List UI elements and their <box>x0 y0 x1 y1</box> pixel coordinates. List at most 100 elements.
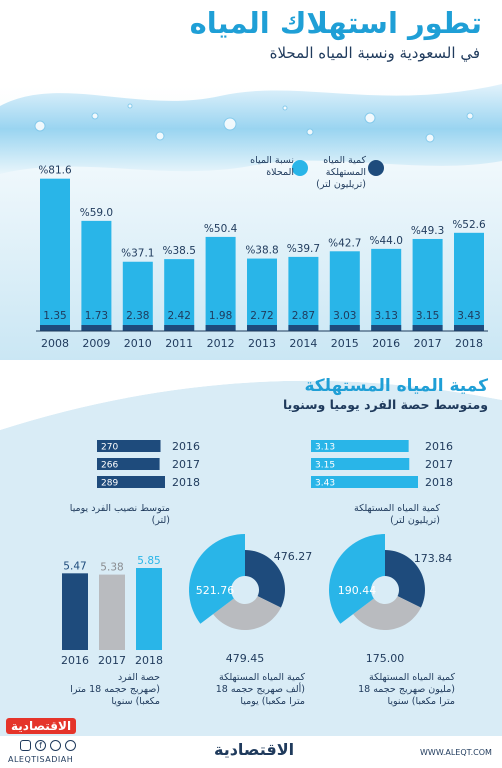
consumed-bar <box>288 325 319 331</box>
desal-label: %49.3 <box>411 225 444 237</box>
consumed-bar <box>122 325 153 331</box>
desal-bar <box>247 258 277 331</box>
consumed-label: 2.38 <box>126 310 149 322</box>
desal-label: %52.6 <box>452 219 486 231</box>
donut-yearly-slice <box>329 534 385 624</box>
youtube-icon[interactable] <box>65 740 76 751</box>
donut-yearly-slice <box>385 550 425 608</box>
bubble <box>425 133 435 143</box>
consumed-bar <box>371 325 402 331</box>
consumed-label: 1.98 <box>209 310 232 322</box>
website-link[interactable]: WWW.ALEQT.COM <box>420 748 492 757</box>
consumed-year-label: 2017 <box>425 458 453 471</box>
donut-yearly-value-label: 190.44 <box>338 584 377 597</box>
per-capita-bar <box>97 458 160 470</box>
legend-consumed-label: كمية المياه المستهلكة (تريليون لتر) <box>300 155 366 191</box>
share-value-label: 5.85 <box>137 555 160 567</box>
per-capita-value-label: 270 <box>101 443 118 453</box>
desal-bar <box>40 178 70 331</box>
section2-title: كمية المياه المستهلكة <box>304 376 488 396</box>
desal-label: %59.0 <box>80 207 113 219</box>
donut-yearly-chart: 173.84 175.00 190.44 <box>329 534 452 665</box>
per-capita-value-label: 289 <box>101 479 118 489</box>
consumed-bar <box>81 325 112 331</box>
share-caption-line3: مكعبا) سنويا <box>111 696 160 707</box>
year-tick-label: 2014 <box>289 337 317 350</box>
bubble <box>306 128 314 136</box>
desal-bar <box>412 238 443 331</box>
year-tick-label: 2015 <box>331 337 359 350</box>
desal-bar <box>81 220 112 331</box>
share-chart: 5.47 2016 5.38 2017 5.85 2018 <box>61 555 163 667</box>
bubble <box>127 103 133 109</box>
desal-label: %38.5 <box>163 245 196 257</box>
consumed-bar <box>311 476 418 488</box>
year-tick-label: 2009 <box>82 337 110 350</box>
donut-daily-slice <box>189 534 245 624</box>
consumed-caption: كمية المياه المستهلكة (تريليون لتر) <box>310 503 440 527</box>
twitter-icon[interactable] <box>50 740 61 751</box>
consumed-bar <box>311 440 409 452</box>
donut-right-caption-line2: (مليون صهريج حجمه 18 <box>358 684 455 695</box>
consumed-label: 2.72 <box>250 310 273 322</box>
page-title: تطور استهلاك المياه <box>189 6 482 40</box>
year-tick-label: 2018 <box>455 337 483 350</box>
consumed-label: 1.35 <box>43 310 66 322</box>
share-bar <box>99 574 125 650</box>
donut-mid-caption: كمية المياه المستهلكة (ألف صهريج حجمه 18… <box>180 672 305 708</box>
year-tick-label: 2010 <box>124 337 152 350</box>
consumed-bar <box>247 325 277 331</box>
donut-right-caption-line1: كمية المياه المستهلكة <box>368 672 455 683</box>
year-tick-label: 2013 <box>248 337 276 350</box>
instagram-icon[interactable] <box>20 740 31 751</box>
per-capita-year-label: 2017 <box>172 458 200 471</box>
donut-mid-caption-line1: كمية المياه المستهلكة <box>218 672 305 683</box>
per-capita-bar <box>97 476 165 488</box>
year-tick-label: 2011 <box>165 337 193 350</box>
per-capita-value-label: 266 <box>101 461 118 471</box>
donut-mid-caption-line2: (ألف صهريج حجمه 18 <box>215 684 305 695</box>
share-year-label: 2018 <box>135 654 163 667</box>
desal-label: %42.7 <box>328 237 361 249</box>
share-bar <box>62 573 88 650</box>
center-logo: الاقتصادية <box>214 740 295 759</box>
bubble <box>223 117 237 131</box>
consumed-bar <box>164 325 195 331</box>
donut-daily-chart: 476.27 479.45 521.76 <box>189 534 312 665</box>
consumed-year-label: 2016 <box>425 440 453 453</box>
consumed-value-label: 3.13 <box>315 443 335 453</box>
bubble <box>466 112 474 120</box>
per-capita-caption-line2: (لتر) <box>151 515 170 526</box>
consumed-caption-line2: (تريليون لتر) <box>390 515 440 526</box>
facebook-icon[interactable]: f <box>35 740 46 751</box>
donut-yearly-slice <box>353 596 421 630</box>
bubble <box>34 120 46 132</box>
per-capita-chart: 270 2016 266 2017 289 2018 <box>97 440 200 489</box>
consumed-bar <box>311 458 410 470</box>
legend-consumed-line2: (تريليون لتر) <box>316 179 366 190</box>
donut-daily-value-label: 521.76 <box>196 584 235 597</box>
donut-daily-value-label: 476.27 <box>274 550 313 563</box>
year-tick-label: 2016 <box>372 337 400 350</box>
per-capita-year-label: 2016 <box>172 440 200 453</box>
donut-right-caption-line3: مترا مكعبا) سنويا <box>387 696 455 707</box>
bubble <box>364 112 376 124</box>
legend-desal-label: نسبة المياه المحلاة <box>250 155 294 178</box>
consumed-label: 3.15 <box>416 310 439 322</box>
consumed-label: 3.03 <box>333 310 356 322</box>
page-subtitle: في السعودية ونسبة المياه المحلاة <box>269 44 480 62</box>
desal-bar <box>329 251 360 331</box>
consumed-bar <box>40 325 70 331</box>
donut-yearly-value-label: 173.84 <box>414 552 453 565</box>
per-capita-caption: متوسط نصيب الفرد يوميا (لتر) <box>40 503 170 527</box>
handle-text: ALEQTISADIAH <box>8 755 74 764</box>
consumed-caption-line1: كمية المياه المستهلكة <box>353 503 440 514</box>
share-value-label: 5.47 <box>63 560 86 572</box>
desal-bar <box>288 256 319 331</box>
consumed-label: 1.73 <box>85 310 108 322</box>
water-bubbles <box>34 103 474 143</box>
donut-right-caption: كمية المياه المستهلكة (مليون صهريج حجمه … <box>330 672 455 708</box>
desal-bar <box>122 261 153 331</box>
legend-desal-swatch <box>292 160 308 176</box>
